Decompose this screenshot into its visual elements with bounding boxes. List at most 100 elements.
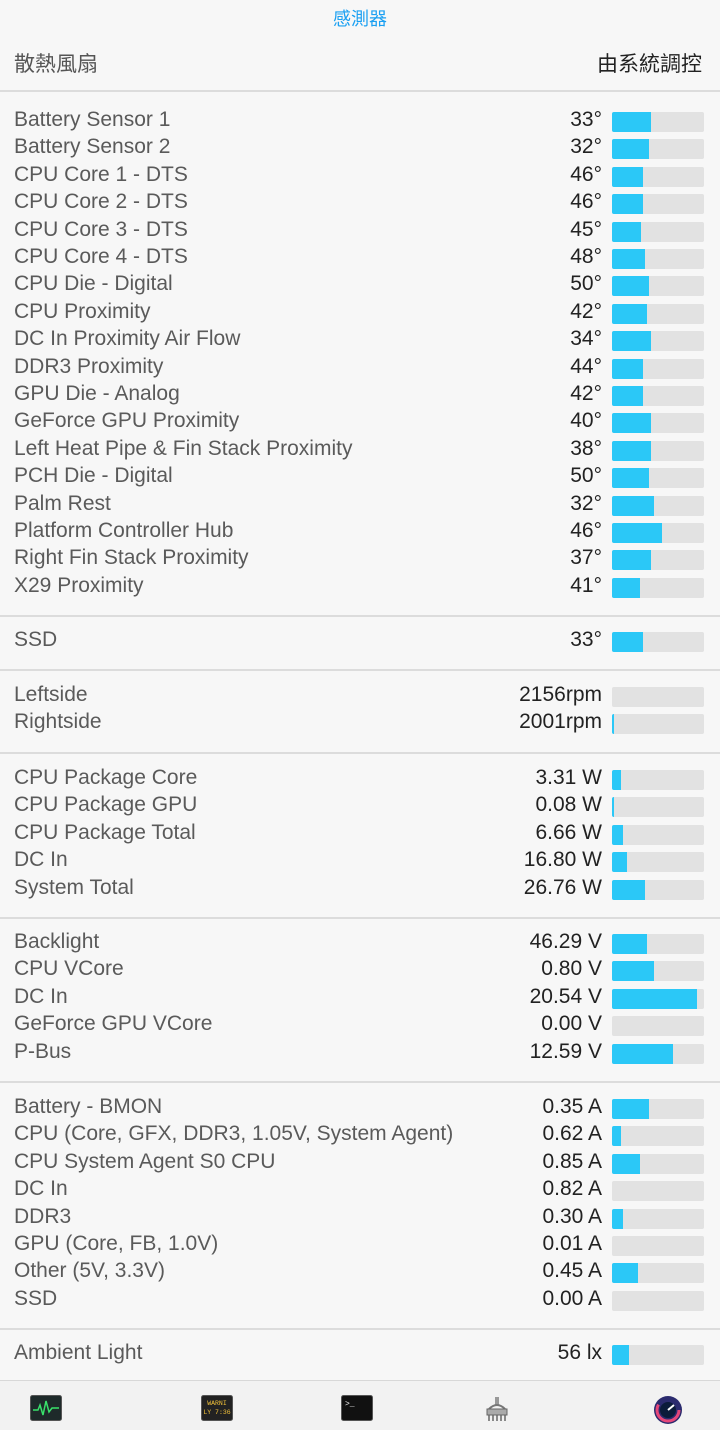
sensor-row[interactable]: Rightside 2001rpm [0,710,720,737]
tab-activity-monitor[interactable] [30,1395,64,1423]
sensor-value: 0.00 V [541,1012,602,1036]
sensor-row[interactable]: CPU Core 3 - DTS 45° [0,218,720,245]
sensor-row[interactable]: CPU (Core, GFX, DDR3, 1.05V, System Agen… [0,1122,720,1149]
sensor-name: GeForce GPU VCore [14,1012,213,1036]
sensor-row[interactable]: GeForce GPU VCore 0.00 V [0,1012,720,1039]
sensor-row[interactable]: Leftside 2156rpm [0,683,720,710]
sensor-level-fill [612,988,697,1009]
sensor-level-fill [612,1099,649,1119]
sensor-level-fill [612,797,614,818]
tab-speedometer[interactable] [652,1395,686,1424]
svg-text:LY 7:36: LY 7:36 [203,1409,230,1416]
fan-control-value[interactable]: 由系統調控 [597,53,702,76]
sensor-level-fill [612,413,651,434]
sensor-level-bar [612,988,704,1009]
sensor-name: Left Heat Pipe & Fin Stack Proximity [14,436,353,460]
sensor-row[interactable]: CPU Proximity 42° [0,300,720,327]
sensor-row[interactable]: Palm Rest 32° [0,492,720,519]
sensor-level-fill [612,276,649,297]
sensor-row[interactable]: CPU System Agent S0 CPU 0.85 A [0,1150,720,1177]
sensor-row[interactable]: CPU VCore 0.80 V [0,957,720,984]
sensor-level-bar [612,166,704,187]
sensor-row[interactable]: Right Fin Stack Proximity 37° [0,546,720,573]
sensor-name: PCH Die - Digital [14,464,173,488]
sensor-row[interactable]: Battery - BMON 0.35 A [0,1095,720,1122]
sensor-row[interactable]: DC In 0.82 A [0,1177,720,1204]
sensor-row[interactable]: CPU Die - Digital 50° [0,272,720,299]
sensor-row[interactable]: CPU Package Core 3.31 W [0,766,720,793]
sensor-row[interactable]: GPU Die - Analog 42° [0,382,720,409]
sensor-row[interactable]: CPU Core 4 - DTS 48° [0,245,720,272]
sensor-name: GPU Die - Analog [14,382,180,405]
sensor-name: GeForce GPU Proximity [14,409,240,433]
sensor-level-fill [612,632,643,652]
sensor-level-bar [612,824,704,845]
sensor-row[interactable]: System Total 26.76 W [0,876,720,903]
sensor-level-bar [612,1043,704,1064]
sensor-row[interactable]: SSD 33° [0,628,720,655]
sensor-value: 44° [570,354,602,378]
tab-terminal[interactable]: >_ [341,1395,375,1423]
sensor-row[interactable]: DC In 20.54 V [0,985,720,1012]
sensor-value: 42° [570,299,602,323]
sensor-value: 37° [570,546,602,570]
sensor-level-bar [612,1208,704,1229]
sensor-row[interactable]: Platform Controller Hub 46° [0,519,720,546]
sensor-row[interactable]: CPU Core 1 - DTS 46° [0,163,720,190]
sensor-level-bar [612,1181,704,1202]
sensor-level-fill [612,1345,629,1365]
sensor-row[interactable]: CPU Package GPU 0.08 W [0,793,720,820]
sensor-row[interactable]: P-Bus 12.59 V [0,1040,720,1067]
sensor-name: CPU (Core, GFX, DDR3, 1.05V, System Agen… [14,1122,454,1146]
sensor-level-bar [612,1290,704,1311]
sensor-name: Battery Sensor 2 [14,135,171,159]
sensor-value: 2001rpm [519,710,602,734]
tab-network-utility[interactable] [481,1395,515,1423]
sensor-row[interactable]: DC In Proximity Air Flow 34° [0,327,720,354]
sensor-row[interactable]: Other (5V, 3.3V) 0.45 A [0,1259,720,1286]
sensor-row[interactable]: DDR3 Proximity 44° [0,355,720,382]
sensor-level-fill [612,112,651,132]
sensor-row[interactable]: Backlight 46.29 V [0,930,720,957]
sensor-name: SSD [14,628,58,651]
sensor-name: CPU VCore [14,957,124,981]
sensor-row[interactable]: GPU (Core, FB, 1.0V) 0.01 A [0,1232,720,1259]
tab-console[interactable]: WARNI LY 7:36 [201,1395,235,1423]
sensor-level-fill [612,386,643,406]
section-divider [0,1328,720,1331]
sensor-row[interactable]: X29 Proximity 41° [0,574,720,601]
sensor-level-bar [612,468,704,489]
speedometer-icon [654,1396,682,1424]
sensor-row[interactable]: Left Heat Pipe & Fin Stack Proximity 38° [0,437,720,464]
fan-control-row[interactable]: 散熱風扇 由系統調控 [0,40,720,84]
sensor-level-fill [612,495,654,516]
sensor-value: 50° [570,272,602,296]
sensor-row[interactable]: CPU Package Total 6.66 W [0,821,720,848]
svg-text:WARNI: WARNI [207,1400,227,1407]
sensor-level-bar [612,249,704,269]
sensor-name: Battery Sensor 1 [14,108,171,131]
sensor-level-bar [612,632,704,652]
sensor-row[interactable]: GeForce GPU Proximity 40° [0,409,720,436]
sensor-row[interactable]: PCH Die - Digital 50° [0,464,720,491]
sensor-row[interactable]: Ambient Light 56 lx [0,1341,720,1368]
sensor-name: DDR3 Proximity [14,354,164,378]
sensor-value: 3.31 W [535,766,602,789]
sensor-level-bar [612,523,704,543]
sensor-value: 0.80 V [541,957,602,981]
sensor-name: Right Fin Stack Proximity [14,546,249,570]
sensor-value: 12.59 V [529,1039,602,1063]
sensor-level-bar [612,358,704,379]
sensor-name: SSD [14,1286,58,1310]
sensor-level-fill [612,1153,640,1174]
sensor-row[interactable]: DDR3 0.30 A [0,1205,720,1232]
sensor-row[interactable]: DC In 16.80 W [0,848,720,875]
sensor-value: 38° [570,436,602,460]
sensor-level-fill [612,770,621,790]
sensor-row[interactable]: SSD 0.00 A [0,1287,720,1314]
console-warning-icon: WARNI LY 7:36 [201,1395,233,1421]
sensor-row[interactable]: Battery Sensor 1 33° [0,108,720,135]
sensor-row[interactable]: Battery Sensor 2 32° [0,135,720,162]
sensor-name: GPU (Core, FB, 1.0V) [14,1232,219,1255]
sensor-row[interactable]: CPU Core 2 - DTS 46° [0,190,720,217]
